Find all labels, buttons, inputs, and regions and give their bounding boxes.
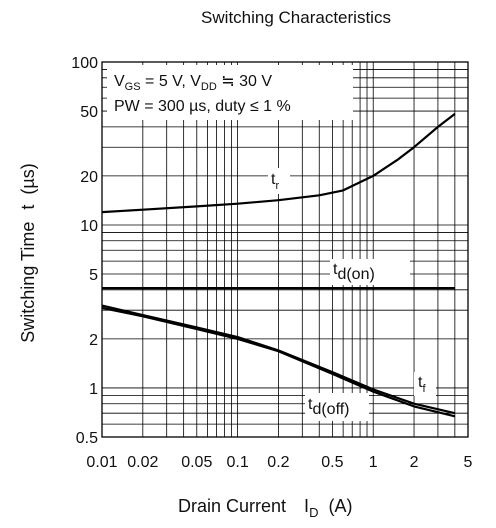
y-tick-label: 2 <box>89 332 98 349</box>
label-bg-tr <box>268 168 290 194</box>
series-label-tr: tr <box>271 171 279 192</box>
series-lines <box>101 113 456 418</box>
conditions-box-background <box>107 65 353 120</box>
vgs-subscript: GS <box>125 81 141 93</box>
y-tick-label: 10 <box>80 218 98 235</box>
y-tick-label: 100 <box>71 55 98 72</box>
series-label-tdoff: td(off) <box>308 396 350 418</box>
x-tick-labels: 0.01 0.02 0.05 0.1 0.2 0.5 1 2 5 <box>86 454 472 471</box>
series-label-tf: tf <box>418 374 426 395</box>
vdd-symbol: V <box>190 73 201 90</box>
plot-frame <box>101 61 469 438</box>
vdd-value: ≒ 30 V <box>217 73 273 90</box>
chart-title: Switching Characteristics <box>201 8 391 27</box>
label-bg-tf <box>414 372 436 396</box>
y-tick-label: 0.5 <box>76 430 98 447</box>
x-tick-label: 0.02 <box>127 454 158 471</box>
vgs-value: = 5 V, <box>141 73 191 90</box>
series-line-0 <box>101 113 456 214</box>
y-tick-label: 1 <box>89 381 98 398</box>
x-tick-label: 1 <box>369 454 378 471</box>
vgs-symbol: V <box>114 73 125 90</box>
vdd-subscript: DD <box>201 81 217 93</box>
y-tick-labels: 0.5 1 2 5 10 20 50 100 <box>71 55 98 447</box>
series-label-tdon: td(on) <box>333 261 375 283</box>
x-tick-label: 0.1 <box>226 454 248 471</box>
y-axis-title: Switching Timet(µs) <box>18 163 38 342</box>
grid <box>102 62 468 437</box>
label-bg-tdoff <box>305 393 369 421</box>
conditions-line-1: VGS = 5 V, VDD ≒ 30 V <box>114 73 272 93</box>
x-tick-label: 5 <box>464 454 473 471</box>
x-tick-label: 2 <box>410 454 419 471</box>
y-tick-label: 50 <box>80 104 98 121</box>
x-axis-title: Drain Current ID (A) <box>178 496 352 520</box>
y-tick-label: 5 <box>89 267 98 284</box>
y-tick-label: 20 <box>80 169 98 186</box>
x-tick-label: 0.5 <box>321 454 343 471</box>
conditions-line-2: PW = 300 µs, duty ≤ 1 % <box>114 98 291 115</box>
x-tick-label: 0.01 <box>86 454 117 471</box>
x-tick-label: 0.2 <box>267 454 289 471</box>
label-bg-tdon <box>330 259 410 285</box>
x-tick-label: 0.05 <box>181 454 212 471</box>
series-line-3 <box>101 306 456 418</box>
